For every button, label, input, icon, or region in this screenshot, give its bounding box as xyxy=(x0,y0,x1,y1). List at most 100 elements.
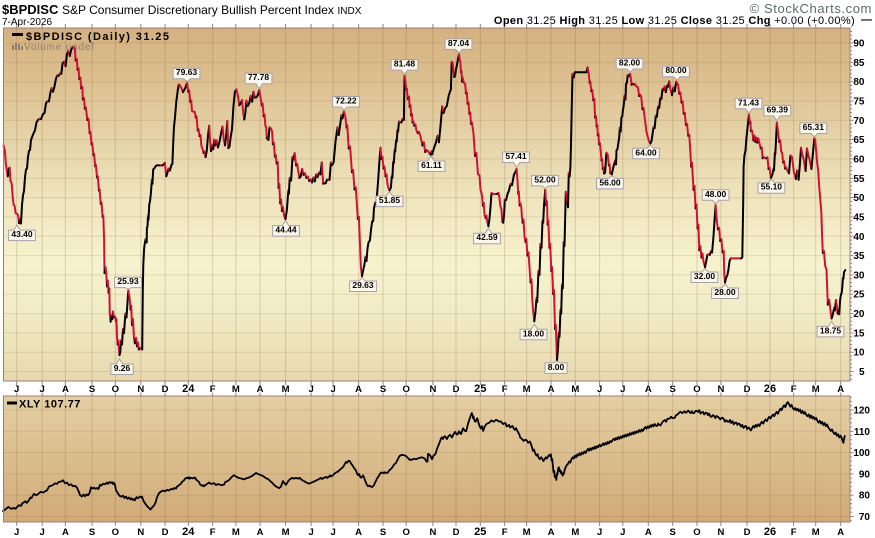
svg-text:F: F xyxy=(791,527,797,538)
svg-text:J: J xyxy=(330,384,335,395)
svg-text:A: A xyxy=(548,384,555,395)
svg-text:F: F xyxy=(791,384,797,395)
svg-text:XLY 107.77: XLY 107.77 xyxy=(19,399,81,411)
svg-text:N: N xyxy=(717,527,724,538)
svg-text:A: A xyxy=(645,527,652,538)
svg-text:D: D xyxy=(744,384,751,395)
svg-text:35: 35 xyxy=(853,251,865,262)
svg-text:40: 40 xyxy=(853,232,865,243)
svg-text:25.93: 25.93 xyxy=(117,276,139,286)
svg-text:M: M xyxy=(571,384,579,395)
svg-text:A: A xyxy=(62,384,69,395)
svg-text:D: D xyxy=(453,384,460,395)
svg-text:26: 26 xyxy=(764,526,776,538)
svg-text:75: 75 xyxy=(853,97,865,108)
svg-text:24: 24 xyxy=(182,383,195,395)
svg-text:60: 60 xyxy=(853,154,865,165)
svg-text:J: J xyxy=(40,527,45,538)
svg-text:20: 20 xyxy=(853,309,865,320)
svg-text:42.59: 42.59 xyxy=(476,232,498,242)
svg-text:25: 25 xyxy=(853,290,865,301)
svg-text:44.44: 44.44 xyxy=(275,225,297,235)
svg-text:82.00: 82.00 xyxy=(619,58,641,68)
svg-text:29.63: 29.63 xyxy=(352,280,374,290)
svg-text:90: 90 xyxy=(859,469,871,480)
svg-text:J: J xyxy=(14,527,19,538)
svg-text:N: N xyxy=(429,384,436,395)
svg-text:O: O xyxy=(693,384,700,395)
svg-text:J: J xyxy=(308,384,313,395)
svg-text:Volume undef: Volume undef xyxy=(24,42,95,53)
svg-text:57.41: 57.41 xyxy=(505,151,527,161)
svg-text:5: 5 xyxy=(859,367,865,378)
svg-text:A: A xyxy=(645,384,652,395)
svg-text:25: 25 xyxy=(474,526,486,538)
svg-text:M: M xyxy=(523,384,531,395)
svg-text:O: O xyxy=(403,527,410,538)
svg-text:120: 120 xyxy=(853,406,870,417)
svg-text:69.39: 69.39 xyxy=(767,104,789,114)
svg-text:S: S xyxy=(670,527,676,538)
svg-text:J: J xyxy=(330,527,335,538)
svg-text:30: 30 xyxy=(853,270,865,281)
svg-text:77.78: 77.78 xyxy=(248,72,270,82)
svg-text:80.00: 80.00 xyxy=(665,65,687,75)
svg-text:F: F xyxy=(210,384,216,395)
svg-text:J: J xyxy=(14,384,19,395)
svg-text:15: 15 xyxy=(853,328,865,339)
svg-text:M: M xyxy=(232,384,240,395)
svg-text:F: F xyxy=(502,384,508,395)
svg-text:M: M xyxy=(571,527,579,538)
svg-text:71.43: 71.43 xyxy=(738,97,760,107)
svg-text:28.00: 28.00 xyxy=(714,287,736,297)
svg-text:55: 55 xyxy=(853,174,865,185)
svg-text:26: 26 xyxy=(764,383,776,395)
svg-text:80: 80 xyxy=(853,77,865,88)
svg-text:J: J xyxy=(597,384,602,395)
svg-text:N: N xyxy=(137,527,144,538)
svg-text:9.26: 9.26 xyxy=(114,363,131,373)
svg-text:18.75: 18.75 xyxy=(820,325,842,335)
svg-text:S: S xyxy=(89,527,95,538)
svg-text:J: J xyxy=(597,527,602,538)
svg-text:32.00: 32.00 xyxy=(694,271,716,281)
svg-text:10: 10 xyxy=(853,348,865,359)
svg-text:A: A xyxy=(62,527,69,538)
svg-text:100: 100 xyxy=(853,448,870,459)
svg-text:D: D xyxy=(744,527,751,538)
svg-text:A: A xyxy=(548,527,555,538)
svg-text:M: M xyxy=(282,384,290,395)
svg-text:D: D xyxy=(162,527,169,538)
svg-text:43.40: 43.40 xyxy=(11,229,33,239)
svg-text:O: O xyxy=(112,527,119,538)
svg-text:81.48: 81.48 xyxy=(394,59,416,69)
svg-text:N: N xyxy=(137,384,144,395)
svg-text:O: O xyxy=(112,384,119,395)
svg-text:F: F xyxy=(210,527,216,538)
svg-text:J: J xyxy=(620,527,625,538)
svg-text:A: A xyxy=(837,384,844,395)
svg-text:$BPDISC (Daily) 31.25: $BPDISC (Daily) 31.25 xyxy=(26,31,170,43)
svg-text:65.31: 65.31 xyxy=(803,122,825,132)
svg-text:N: N xyxy=(717,384,724,395)
svg-text:50: 50 xyxy=(853,193,865,204)
svg-text:J: J xyxy=(40,384,45,395)
svg-text:55.10: 55.10 xyxy=(761,182,783,192)
svg-text:O: O xyxy=(693,527,700,538)
svg-text:O: O xyxy=(403,384,410,395)
svg-text:A: A xyxy=(257,527,264,538)
svg-text:18.00: 18.00 xyxy=(523,328,545,338)
svg-text:A: A xyxy=(837,527,844,538)
svg-text:A: A xyxy=(355,384,362,395)
svg-text:61.11: 61.11 xyxy=(421,160,442,170)
svg-text:56.00: 56.00 xyxy=(599,177,621,187)
svg-text:D: D xyxy=(162,384,169,395)
svg-text:A: A xyxy=(355,527,362,538)
svg-text:F: F xyxy=(502,527,508,538)
svg-text:S: S xyxy=(380,384,386,395)
svg-text:M: M xyxy=(232,527,240,538)
svg-text:52.00: 52.00 xyxy=(534,174,556,184)
svg-text:24: 24 xyxy=(182,526,195,538)
svg-text:48.00: 48.00 xyxy=(705,189,727,199)
svg-text:110: 110 xyxy=(854,427,871,438)
